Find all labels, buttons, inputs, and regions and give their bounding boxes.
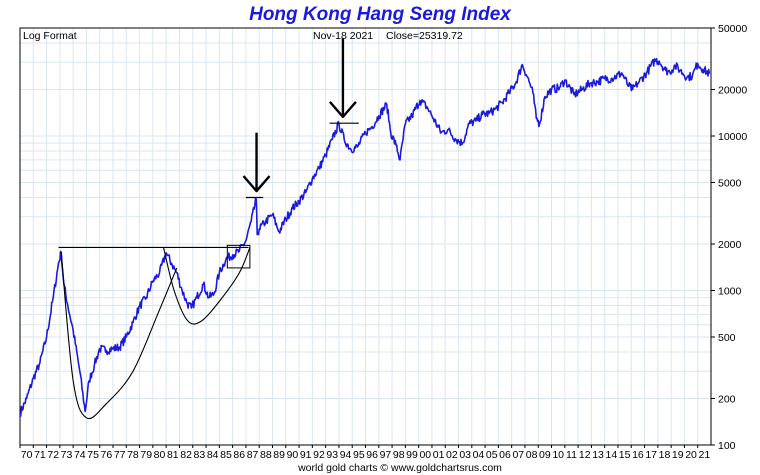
x-tick-label: 98 (393, 449, 405, 461)
x-tick-label: 83 (194, 449, 206, 461)
x-tick-label: 03 (459, 449, 471, 461)
y-tick-label: 10000 (718, 131, 747, 143)
x-tick-label: 95 (353, 449, 365, 461)
header-date: Nov-18 2021 (313, 30, 373, 42)
x-tick-label: 93 (326, 449, 338, 461)
x-tick-label: 70 (21, 449, 33, 461)
x-tick-label: 85 (220, 449, 232, 461)
x-tick-label: 13 (592, 449, 604, 461)
cup-curve (60, 252, 178, 420)
x-tick-label: 76 (101, 449, 113, 461)
x-tick-label: 11 (566, 449, 577, 461)
y-tick-label: 100 (718, 440, 736, 452)
x-tick-label: 73 (61, 449, 73, 461)
x-tick-label: 89 (273, 449, 285, 461)
x-tick-label: 91 (300, 449, 312, 461)
x-tick-label: 12 (579, 449, 591, 461)
grid (19, 27, 712, 446)
y-tick-label: 500 (718, 332, 736, 344)
x-tick-label: 79 (140, 449, 152, 461)
x-tick-label: 17 (645, 449, 657, 461)
x-tick-label: 92 (313, 449, 325, 461)
x-tick-label: 15 (619, 449, 631, 461)
x-tick-label: 82 (180, 449, 192, 461)
x-tick-label: 87 (247, 449, 259, 461)
x-tick-label: 05 (486, 449, 498, 461)
x-tick-label: 86 (233, 449, 245, 461)
series-layer (19, 57, 711, 417)
x-tick-label: 19 (672, 449, 684, 461)
cup-curve (162, 247, 251, 325)
x-tick-label: 80 (154, 449, 166, 461)
x-tick-label: 00 (419, 449, 431, 461)
x-tick-label: 77 (114, 449, 126, 461)
down-arrow-head (329, 101, 357, 119)
x-tick-label: 74 (74, 449, 86, 461)
x-tick-label: 20 (685, 449, 697, 461)
footer-credit: world gold charts © www.goldchartsrus.co… (297, 462, 502, 474)
y-tick-label: 1000 (718, 285, 742, 297)
x-tick-label: 06 (499, 449, 511, 461)
y-tick-label: 5000 (718, 178, 742, 190)
x-tick-label: 96 (366, 449, 378, 461)
down-arrow-head (242, 175, 271, 193)
x-tick-label: 90 (287, 449, 299, 461)
y-tick-label: 20000 (718, 84, 747, 96)
x-tick-label: 07 (512, 449, 524, 461)
scale-label: Log Format (23, 30, 77, 42)
x-tick-label: 88 (260, 449, 272, 461)
x-tick-label: 08 (526, 449, 538, 461)
x-tick-label: 18 (659, 449, 671, 461)
y-tick-label: 2000 (718, 239, 742, 251)
y-tick-label: 50000 (718, 23, 747, 35)
header-close: Close=25319.72 (386, 30, 463, 42)
x-tick-label: 97 (380, 449, 392, 461)
x-tick-label: 94 (340, 449, 352, 461)
x-tick-label: 75 (87, 449, 99, 461)
y-tick-label: 200 (718, 393, 736, 405)
breakout-box (226, 244, 251, 269)
y-axis: 100 200 500 1000 2000 5000 10000 20000 50000 (711, 23, 747, 452)
x-tick-label: 09 (539, 449, 551, 461)
x-tick-label: 72 (47, 449, 59, 461)
x-tick-label: 99 (406, 449, 418, 461)
x-tick-label: 02 (446, 449, 458, 461)
x-tick-label: 21 (699, 449, 711, 461)
x-tick-label: 16 (632, 449, 644, 461)
x-tick-label: 04 (473, 449, 485, 461)
annotation-layer (58, 38, 359, 420)
x-tick-label: 10 (552, 449, 564, 461)
chart-title: Hong Kong Hang Seng Index (249, 4, 512, 25)
x-axis: 70 71 72 73 74 75 76 77 78 79 80 81 82 83 84 85 86 87 88 89… (19, 445, 711, 461)
x-tick-label: 84 (207, 449, 219, 461)
x-tick-label: 81 (167, 449, 179, 461)
x-tick-label: 01 (433, 449, 445, 461)
x-tick-label: 71 (34, 449, 46, 461)
x-tick-label: 14 (605, 449, 617, 461)
series-line (19, 57, 711, 417)
x-tick-label: 78 (127, 449, 139, 461)
